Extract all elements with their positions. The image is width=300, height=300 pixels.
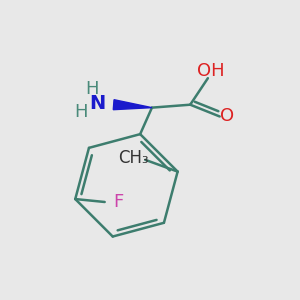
Text: F: F — [113, 193, 124, 211]
Text: H: H — [85, 80, 98, 98]
Text: O: O — [220, 107, 234, 125]
Text: CH₃: CH₃ — [118, 149, 149, 167]
Text: N: N — [89, 94, 106, 113]
Polygon shape — [113, 100, 152, 110]
Text: H: H — [74, 103, 88, 121]
Text: OH: OH — [197, 62, 225, 80]
